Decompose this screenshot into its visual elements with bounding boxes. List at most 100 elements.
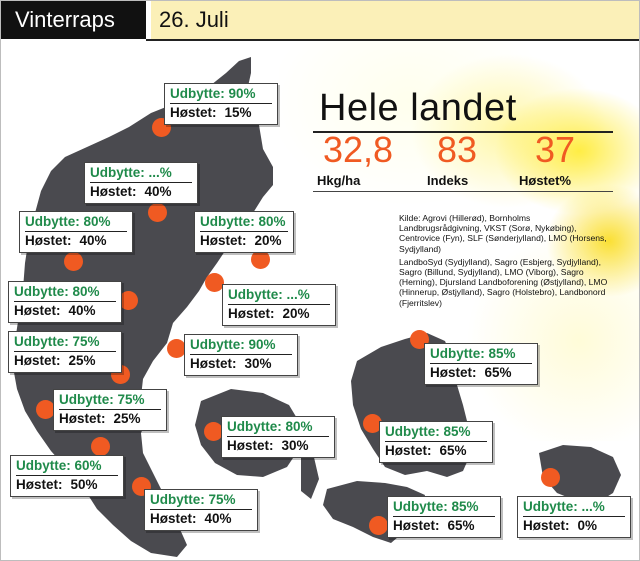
region-marker (148, 203, 167, 222)
harvested-value: 25% (113, 411, 141, 426)
harvested-value: 40% (79, 233, 107, 248)
harvested-label: Høstet: (90, 184, 137, 199)
summary-label-hkg: Hkg/ha (317, 173, 361, 188)
source-note: Kilde: Agrovi (Hillerød), Bornholms Land… (399, 213, 611, 311)
yield-value: 80% (285, 419, 313, 434)
harvested-label: Høstet: (430, 365, 477, 380)
yield-label: Udbytte: (393, 499, 448, 514)
harvested-label: Høstet: (393, 518, 440, 533)
yield-value: 85% (488, 346, 516, 361)
yield-value: 80% (83, 214, 111, 229)
region-marker (541, 468, 560, 487)
yield-label: Udbytte: (385, 424, 440, 439)
summary-value-indeks: 83 (437, 129, 478, 170)
summary-value-hoestet: 37 (535, 129, 576, 170)
region-marker (64, 252, 83, 271)
yield-value: 80% (258, 214, 286, 229)
harvested-value: 20% (254, 233, 282, 248)
yield-value: 75% (117, 392, 145, 407)
yield-label: Udbytte: (190, 337, 245, 352)
harvested-label: Høstet: (14, 353, 61, 368)
yield-value: 85% (443, 424, 471, 439)
harvested-value: 65% (447, 518, 475, 533)
yield-label: Udbytte: (150, 492, 205, 507)
yield-label: Udbytte: (16, 458, 71, 473)
harvested-label: Høstet: (150, 511, 197, 526)
harvested-value: 40% (204, 511, 232, 526)
summary-rule (313, 131, 613, 133)
region-callout: Udbytte: 80% Høstet: 40% (19, 211, 133, 253)
region-callout: Udbytte: 75% Høstet: 25% (8, 331, 122, 373)
harvested-value: 40% (68, 303, 96, 318)
region-callout: Udbytte: 90% Høstet: 30% (184, 334, 298, 376)
harvested-label: Høstet: (227, 438, 274, 453)
region-marker (205, 273, 224, 292)
yield-value: 90% (228, 86, 256, 101)
summary-value-hkg: 32,8 (323, 129, 394, 170)
source-paragraph: Kilde: Agrovi (Hillerød), Bornholms Land… (399, 213, 607, 254)
section-title: Vinterraps (1, 1, 146, 39)
yield-label: Udbytte: (228, 287, 283, 302)
yield-value: 75% (208, 492, 236, 507)
region-callout: Udbytte: 80% Høstet: 20% (194, 211, 294, 253)
region-callout: Udbytte: ...% Høstet: 40% (84, 162, 198, 204)
region-marker (363, 414, 382, 433)
yield-label: Udbytte: (170, 86, 225, 101)
yield-label: Udbytte: (90, 165, 145, 180)
region-callout: Udbytte: ...% Høstet: 20% (222, 284, 336, 326)
region-callout: Udbytte: 85% Høstet: 65% (424, 343, 538, 385)
bornholm-shape (539, 445, 621, 503)
yield-value: 60% (74, 458, 102, 473)
yield-label: Udbytte: (200, 214, 255, 229)
harvested-label: Høstet: (25, 233, 72, 248)
yield-value: 85% (451, 499, 479, 514)
harvested-label: Høstet: (385, 443, 432, 458)
region-marker (251, 250, 270, 269)
harvested-label: Høstet: (170, 105, 217, 120)
yield-value: 75% (72, 334, 100, 349)
harvested-value: 25% (68, 353, 96, 368)
harvested-value: 30% (244, 356, 272, 371)
summary-label-hoestet: Høstet% (519, 173, 572, 188)
yield-label: Udbytte: (14, 334, 69, 349)
date-label: 26. Juli (151, 1, 639, 39)
header-rule (146, 39, 639, 41)
region-callout: Udbytte: 90% Høstet: 15% (164, 83, 278, 125)
harvested-label: Høstet: (228, 306, 275, 321)
region-marker (204, 422, 223, 441)
region-callout: Udbytte: 60% Høstet: 50% (10, 455, 124, 497)
region-callout: Udbytte: 80% Høstet: 40% (8, 281, 122, 323)
region-marker (119, 291, 138, 310)
harvested-value: 0% (577, 518, 598, 533)
langeland-shape (301, 453, 319, 499)
yield-label: Udbytte: (59, 392, 114, 407)
yield-label: Udbytte: (523, 499, 578, 514)
region-callout: Udbytte: ...% Høstet: 0% (517, 496, 631, 538)
harvested-label: Høstet: (523, 518, 570, 533)
yield-label: Udbytte: (14, 284, 69, 299)
yield-label: Udbytte: (227, 419, 282, 434)
yield-value: 80% (72, 284, 100, 299)
region-marker (167, 339, 186, 358)
yield-value: ...% (286, 287, 310, 302)
harvested-label: Høstet: (190, 356, 237, 371)
region-callout: Udbytte: 80% Høstet: 30% (221, 416, 335, 458)
harvested-label: Høstet: (14, 303, 61, 318)
yield-label: Udbytte: (25, 214, 80, 229)
harvested-value: 65% (439, 443, 467, 458)
harvested-value: 15% (224, 105, 252, 120)
region-callout: Udbytte: 75% Høstet: 25% (53, 389, 167, 431)
region-marker (91, 437, 110, 456)
source-paragraph: LandboSyd (Sydjylland), Sagro (Esbjerg, … (399, 256, 608, 308)
harvested-label: Høstet: (200, 233, 247, 248)
yield-label: Udbytte: (430, 346, 485, 361)
harvested-label: Høstet: (16, 477, 63, 492)
summary-title: Hele landet (319, 87, 517, 129)
summary-rule-lower (313, 191, 613, 192)
region-callout: Udbytte: 75% Høstet: 40% (144, 489, 258, 531)
yield-value: ...% (581, 499, 605, 514)
harvested-label: Høstet: (59, 411, 106, 426)
harvested-value: 40% (144, 184, 172, 199)
harvested-value: 30% (281, 438, 309, 453)
